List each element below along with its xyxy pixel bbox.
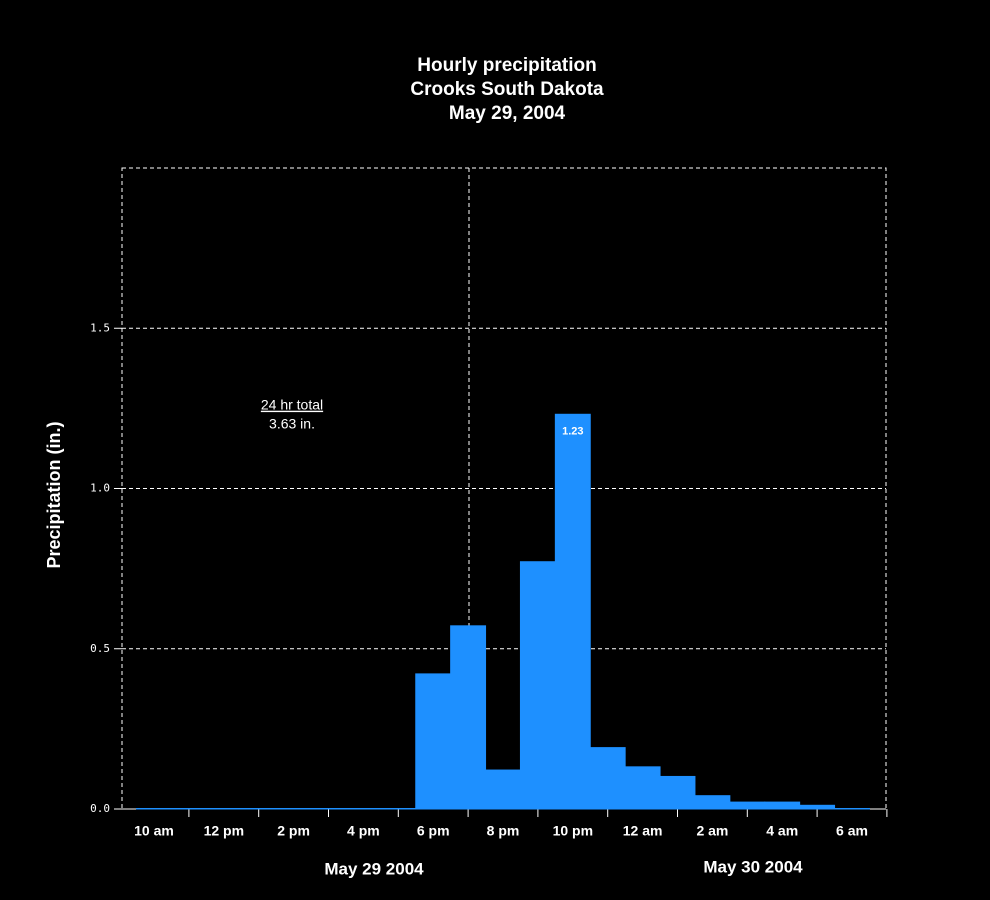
bar [205, 808, 242, 810]
bar [659, 775, 696, 810]
bar [554, 413, 591, 810]
bar [345, 808, 382, 810]
bar [310, 808, 347, 810]
bar [764, 801, 801, 810]
y-tick-label: 1.5 [90, 321, 110, 334]
bar [694, 795, 731, 810]
annotation: 3.63 in. [269, 416, 315, 432]
bar [450, 625, 487, 810]
bar [519, 561, 556, 810]
x-tick-label: 12 am [623, 823, 663, 839]
y-tick-label: 0.0 [90, 802, 110, 815]
data-label: 1.23 [562, 426, 583, 438]
bar [589, 747, 626, 810]
x-tick-label: 4 pm [347, 823, 380, 839]
bar [624, 766, 661, 810]
x-tick-label: 10 am [134, 823, 174, 839]
chart-title: Hourly precipitation [417, 55, 596, 76]
x-tick-label: 4 am [766, 823, 798, 839]
x-tick-label: 10 pm [553, 823, 593, 839]
chart-subtitle: Crooks South Dakota [410, 79, 604, 100]
date-label: May 30 2004 [703, 857, 803, 876]
bar [380, 808, 417, 810]
x-tick-label: 2 am [696, 823, 728, 839]
x-tick-label: 2 pm [277, 823, 310, 839]
chart-subtitle: May 29, 2004 [449, 103, 566, 124]
bar [275, 808, 312, 810]
date-label: May 29 2004 [324, 859, 424, 878]
bar [799, 804, 836, 810]
bar [834, 808, 870, 810]
x-tick-label: 6 pm [417, 823, 450, 839]
bar [240, 808, 277, 810]
bar [485, 769, 521, 810]
y-tick-label: 0.5 [90, 642, 110, 655]
x-tick-label: 6 am [836, 823, 868, 839]
bar [415, 673, 452, 810]
x-tick-label: 8 pm [487, 823, 520, 839]
y-tick-label: 1.0 [90, 482, 110, 495]
x-tick-label: 12 pm [204, 823, 244, 839]
bar [170, 808, 207, 810]
bar [729, 801, 766, 810]
y-axis-label: Precipitation (in.) [44, 421, 64, 568]
annotation: 24 hr total [261, 397, 323, 413]
bar [136, 808, 172, 810]
